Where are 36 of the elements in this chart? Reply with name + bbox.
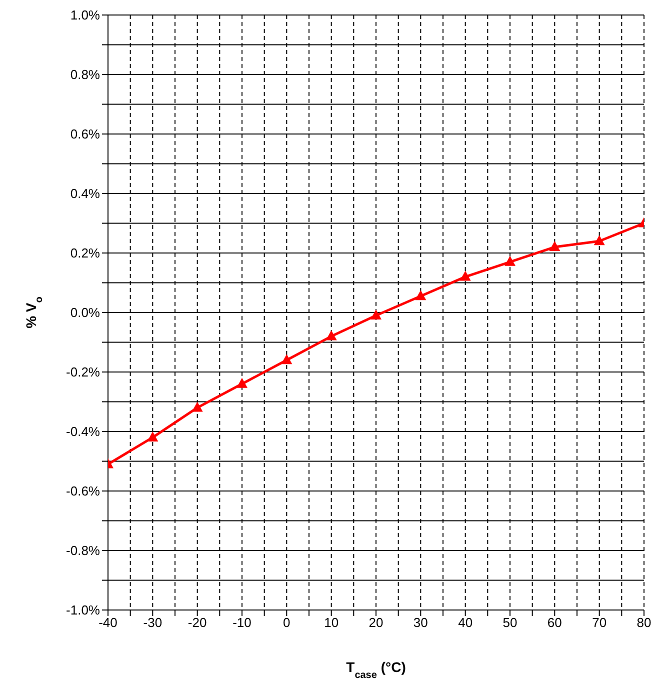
x-tick-label: 70	[592, 615, 607, 630]
y-tick-label: 0.4%	[70, 186, 100, 202]
point	[504, 256, 516, 266]
point	[460, 270, 471, 281]
x-tick-label: -40	[98, 615, 118, 630]
y-tick-label: -0.4%	[66, 424, 100, 440]
y-tick-label: -1.0%	[66, 602, 100, 618]
x-tick-label: 30	[413, 615, 428, 630]
y-tick-label: 0.2%	[70, 246, 100, 261]
y-tick-label: -0.2%	[66, 364, 100, 380]
x-tick-label: 10	[324, 615, 339, 630]
x-tick-label: 60	[547, 615, 562, 630]
x-tick-label: 20	[368, 615, 384, 630]
point	[549, 241, 560, 252]
x-tick-label: 50	[502, 615, 518, 630]
x-axis-title: T$_{case}$ (°C)	[346, 659, 406, 680]
point	[415, 290, 426, 300]
y-tick-label: -0.6%	[66, 484, 100, 499]
y-tick-label: 0.8%	[70, 67, 100, 82]
y-tick-label: 0.0%	[70, 305, 100, 320]
point	[326, 330, 337, 340]
x-tick-label: 0	[283, 615, 290, 630]
x-tick-label: -10	[232, 615, 252, 630]
point	[192, 402, 203, 412]
point	[370, 309, 382, 320]
point	[236, 378, 248, 388]
point	[594, 235, 605, 246]
x-tick-label: 80	[636, 615, 652, 630]
x-tick-label: -30	[143, 615, 162, 630]
y-tick-label: 1.0%	[70, 8, 100, 23]
point	[281, 354, 292, 364]
x-tick-label: -20	[188, 615, 207, 630]
y-tick-label: -0.8%	[66, 543, 100, 558]
x-tick-label: 40	[458, 615, 473, 630]
y-tick-label: 0.6%	[70, 126, 100, 142]
point	[147, 431, 158, 442]
